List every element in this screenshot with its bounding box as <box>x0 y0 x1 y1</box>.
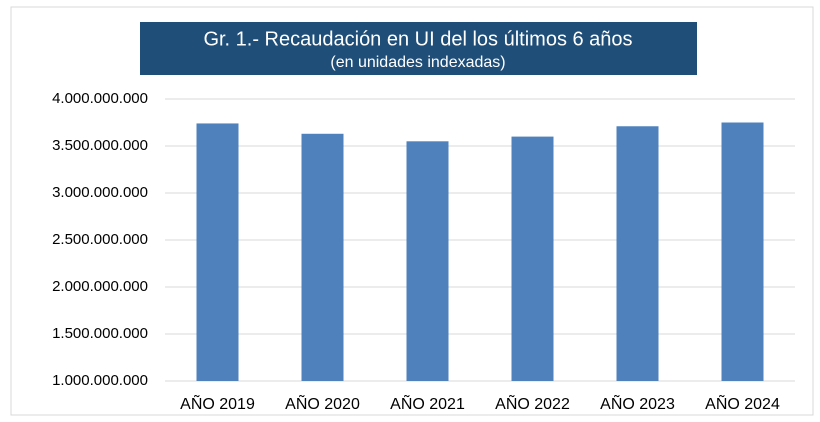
chart-subtitle: (en unidades indexadas) <box>330 54 505 71</box>
y-tick-label: 1.000.000.000 <box>52 372 148 389</box>
title-box <box>140 22 697 75</box>
y-tick-label: 2.500.000.000 <box>52 231 148 248</box>
y-tick-label: 2.000.000.000 <box>52 278 148 295</box>
x-tick-label: AÑO 2021 <box>390 393 465 413</box>
bar <box>511 136 554 381</box>
bar <box>721 122 764 381</box>
x-tick-label: AÑO 2019 <box>180 393 255 413</box>
x-tick-label: AÑO 2020 <box>285 393 360 413</box>
x-tick-label: AÑO 2023 <box>600 393 675 413</box>
bar <box>406 141 449 381</box>
x-tick-label: AÑO 2024 <box>705 393 780 413</box>
bar <box>301 133 344 381</box>
bar <box>196 123 239 381</box>
y-tick-label: 3.000.000.000 <box>52 184 148 201</box>
y-tick-label: 1.500.000.000 <box>52 325 148 342</box>
y-tick-label: 4.000.000.000 <box>52 90 148 107</box>
bar <box>616 126 659 381</box>
y-tick-label: 3.500.000.000 <box>52 137 148 154</box>
chart-title: Gr. 1.- Recaudación en UI del los último… <box>203 28 632 50</box>
x-tick-label: AÑO 2022 <box>495 393 570 413</box>
